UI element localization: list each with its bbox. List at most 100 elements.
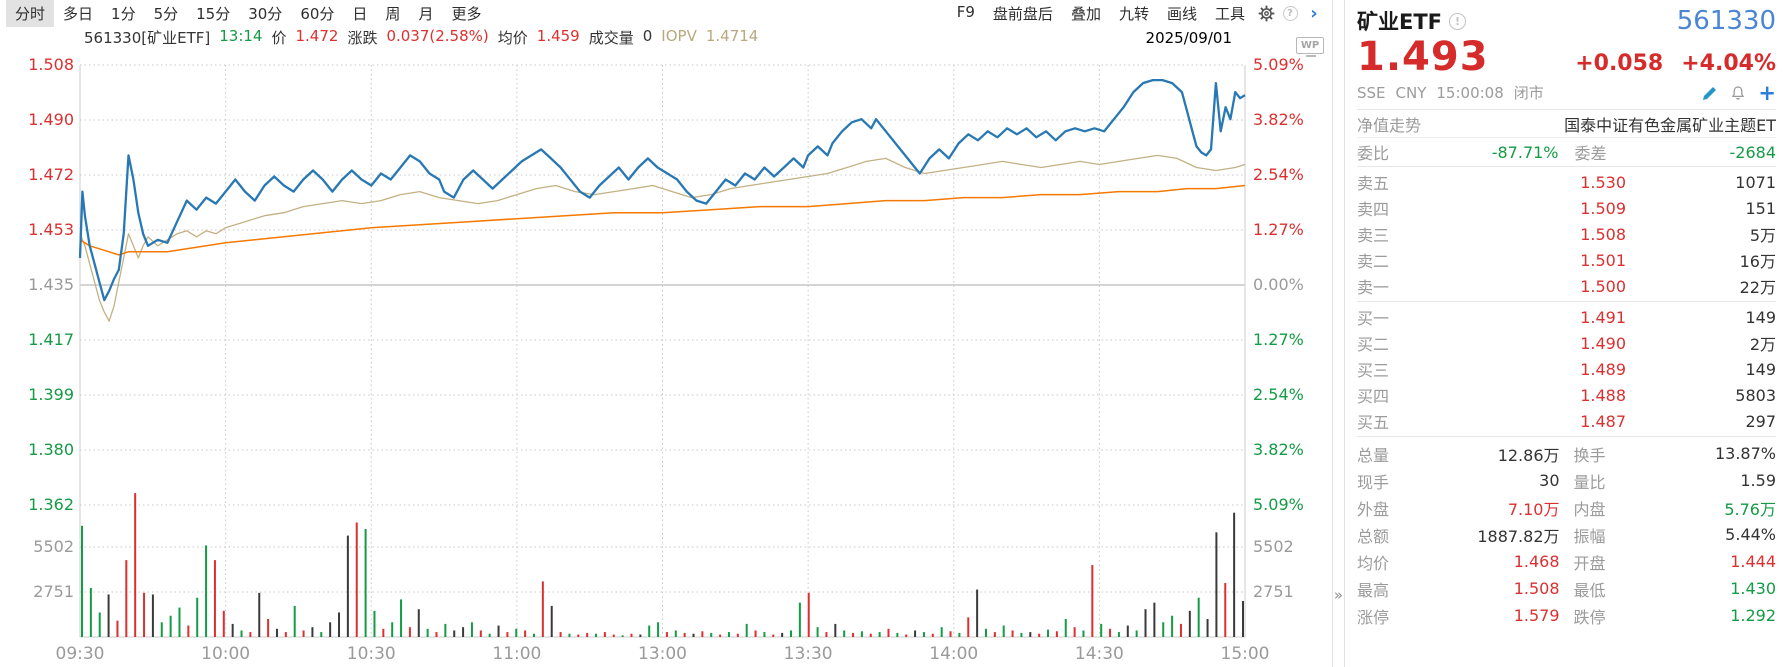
market-status: 闭市 xyxy=(1513,84,1544,102)
stat-row-6: 涨停 1.579 跌停 1.292 xyxy=(1357,606,1776,627)
svg-text:2751: 2751 xyxy=(1253,582,1294,601)
svg-text:5.09%: 5.09% xyxy=(1253,495,1304,514)
edit-pencil-icon[interactable] xyxy=(1702,85,1718,101)
svg-text:1.417: 1.417 xyxy=(28,330,74,349)
svg-text:13:00: 13:00 xyxy=(638,644,687,664)
stat-row-1: 现手 30 量比 1.59 xyxy=(1357,471,1776,492)
bid-row-4[interactable]: 买四 1.488 5803 xyxy=(1357,385,1776,407)
tab-7[interactable]: 日 xyxy=(352,5,368,23)
svg-text:10:00: 10:00 xyxy=(201,644,250,664)
infobar-segment-6: 均价 xyxy=(497,29,528,47)
toolbar-right-group: F9 盘前盘后 叠加 九转 画线 工具 ? xyxy=(948,0,1332,27)
bid-row-3[interactable]: 买三 1.489 149 xyxy=(1357,359,1776,381)
stat-row-2: 外盘 7.10万 内盘 5.76万 xyxy=(1357,499,1776,519)
daily-stats: 总量 12.86万 换手 13.87% 现手 30 量比 1.59 外盘 7.10万 内盘 5.76万… xyxy=(1357,437,1776,629)
ask-row-3[interactable]: 卖三 1.508 5万 xyxy=(1357,224,1776,246)
last-price: 1.493 xyxy=(1357,34,1489,80)
infobar-segment-1: 13:14 xyxy=(219,27,263,45)
bid-levels: 买一 1.491 149 买二 1.490 2万 买三 1.489 149 买四 1.488 5803… xyxy=(1357,302,1776,437)
help-icon[interactable]: ? xyxy=(1278,3,1302,25)
svg-text:3.82%: 3.82% xyxy=(1253,440,1304,459)
svg-text:1.508: 1.508 xyxy=(28,55,74,74)
infobar-segment-3: 1.472 xyxy=(295,27,339,45)
security-code: 561330 xyxy=(1676,6,1776,36)
toolbar-button-0[interactable]: F9 xyxy=(956,3,975,21)
market-status-row: SSE CNY 15:00:08 闭市 + xyxy=(1357,82,1776,110)
ask-row-1[interactable]: 卖一 1.500 22万 xyxy=(1357,276,1776,298)
ask-row-5[interactable]: 卖五 1.530 1071 xyxy=(1357,172,1776,194)
toolbar-button-5[interactable]: 工具 xyxy=(1214,5,1245,23)
svg-text:0.00%: 0.00% xyxy=(1253,275,1304,294)
info-icon[interactable]: ! xyxy=(1449,12,1467,30)
tab-9[interactable]: 月 xyxy=(418,5,434,23)
infobar-segment-2: 价 xyxy=(271,29,287,47)
panel-divider: » xyxy=(1332,0,1345,667)
svg-text:1.362: 1.362 xyxy=(28,495,74,514)
alert-bell-icon[interactable] xyxy=(1730,85,1746,101)
fund-full-name: 国泰中证有色金属矿业主题ET xyxy=(1564,115,1776,135)
settings-gear-icon[interactable] xyxy=(1254,3,1278,25)
tab-4[interactable]: 15分 xyxy=(196,5,231,23)
ask-row-4[interactable]: 卖四 1.509 151 xyxy=(1357,198,1776,220)
svg-text:15:00: 15:00 xyxy=(1221,644,1270,664)
bid-row-1[interactable]: 买一 1.491 149 xyxy=(1357,307,1776,329)
quote-panel: 矿业ETF ! 561330 1.493 +0.058 +4.04% SSE C… xyxy=(1345,0,1788,667)
svg-text:1.27%: 1.27% xyxy=(1253,220,1304,239)
stat-row-4: 均价 1.468 开盘 1.444 xyxy=(1357,552,1776,573)
nav-trend-row[interactable]: 净值走势 国泰中证有色金属矿业主题ET xyxy=(1357,110,1776,138)
toolbar-button-1[interactable]: 盘前盘后 xyxy=(992,5,1053,23)
svg-text:14:00: 14:00 xyxy=(929,644,978,664)
svg-text:09:30: 09:30 xyxy=(56,644,105,664)
tab-0[interactable]: 分时 xyxy=(6,0,55,27)
svg-text:1.27%: 1.27% xyxy=(1253,330,1304,349)
weicha-value: -2684 xyxy=(1729,142,1777,162)
tab-10[interactable]: 更多 xyxy=(451,5,482,23)
toolbar-button-2[interactable]: 叠加 xyxy=(1070,5,1101,23)
svg-text:11:00: 11:00 xyxy=(492,644,541,664)
svg-text:1.453: 1.453 xyxy=(28,220,74,239)
infobar-segment-9: 0 xyxy=(642,27,653,45)
weibi-value: -87.71% xyxy=(1491,142,1559,162)
toolbar-expand-chevron-icon[interactable]: › xyxy=(1310,2,1318,24)
svg-text:3.82%: 3.82% xyxy=(1253,110,1304,129)
quote-time: 15:00:08 xyxy=(1436,83,1504,102)
stat-row-3: 总额 1887.82万 振幅 5.44% xyxy=(1357,525,1776,546)
tab-5[interactable]: 30分 xyxy=(248,5,283,23)
collapse-panel-button[interactable]: » xyxy=(1333,586,1344,604)
infobar-segment-4: 涨跌 xyxy=(347,29,378,47)
tab-6[interactable]: 60分 xyxy=(300,5,335,23)
svg-text:13:30: 13:30 xyxy=(784,644,833,664)
bid-row-2[interactable]: 买二 1.490 2万 xyxy=(1357,333,1776,355)
weibi-label: 委比 xyxy=(1357,144,1390,163)
svg-text:10:30: 10:30 xyxy=(347,644,396,664)
svg-text:2.54%: 2.54% xyxy=(1253,385,1304,404)
infobar-segment-8: 成交量 xyxy=(588,29,634,47)
wp-window-icon[interactable]: WP xyxy=(1296,37,1326,61)
svg-text:1.435: 1.435 xyxy=(28,275,74,294)
bid-row-5[interactable]: 买五 1.487 297 xyxy=(1357,411,1776,433)
tab-1[interactable]: 多日 xyxy=(63,5,94,23)
ask-row-2[interactable]: 卖二 1.501 16万 xyxy=(1357,250,1776,272)
weicha-label: 委差 xyxy=(1574,144,1607,163)
commission-ratio-row: 委比 -87.71% 委差 -2684 xyxy=(1357,138,1776,167)
security-header: 矿业ETF ! 561330 xyxy=(1357,6,1776,36)
period-toolbar: 分时 多日 1分 5分 15分 30分 60分日周月更多 F9 盘前盘后 叠加 九转 画线 工具 xyxy=(0,0,1332,27)
currency-label: CNY xyxy=(1395,83,1427,102)
tab-3[interactable]: 5分 xyxy=(153,5,179,23)
security-name: 矿业ETF xyxy=(1357,10,1443,34)
svg-text:2.54%: 2.54% xyxy=(1253,165,1304,184)
toolbar-button-4[interactable]: 画线 xyxy=(1166,5,1197,23)
toolbar-button-3[interactable]: 九转 xyxy=(1118,5,1149,23)
infobar-segment-10: IOPV xyxy=(661,27,697,45)
tab-2[interactable]: 1分 xyxy=(111,5,136,23)
price-change-percent: +4.04% xyxy=(1681,51,1776,76)
intraday-chart-svg[interactable]: 1.508 5.09% 1.490 3.82% 1.472 2.54% 1.453 1.27%… xyxy=(0,48,1332,666)
add-to-watchlist-plus-icon[interactable]: + xyxy=(1758,80,1776,105)
intraday-chart-area: WP 1.508 5.09% 1.490 3.82% 1.472 2.54% 1.453 1.… xyxy=(0,37,1332,667)
infobar-segment-5: 0.037(2.58%) xyxy=(386,27,489,45)
infobar-segment-11: 1.4714 xyxy=(705,27,759,45)
svg-text:2751: 2751 xyxy=(33,582,74,601)
svg-text:5502: 5502 xyxy=(33,537,74,556)
tab-8[interactable]: 周 xyxy=(385,5,401,23)
